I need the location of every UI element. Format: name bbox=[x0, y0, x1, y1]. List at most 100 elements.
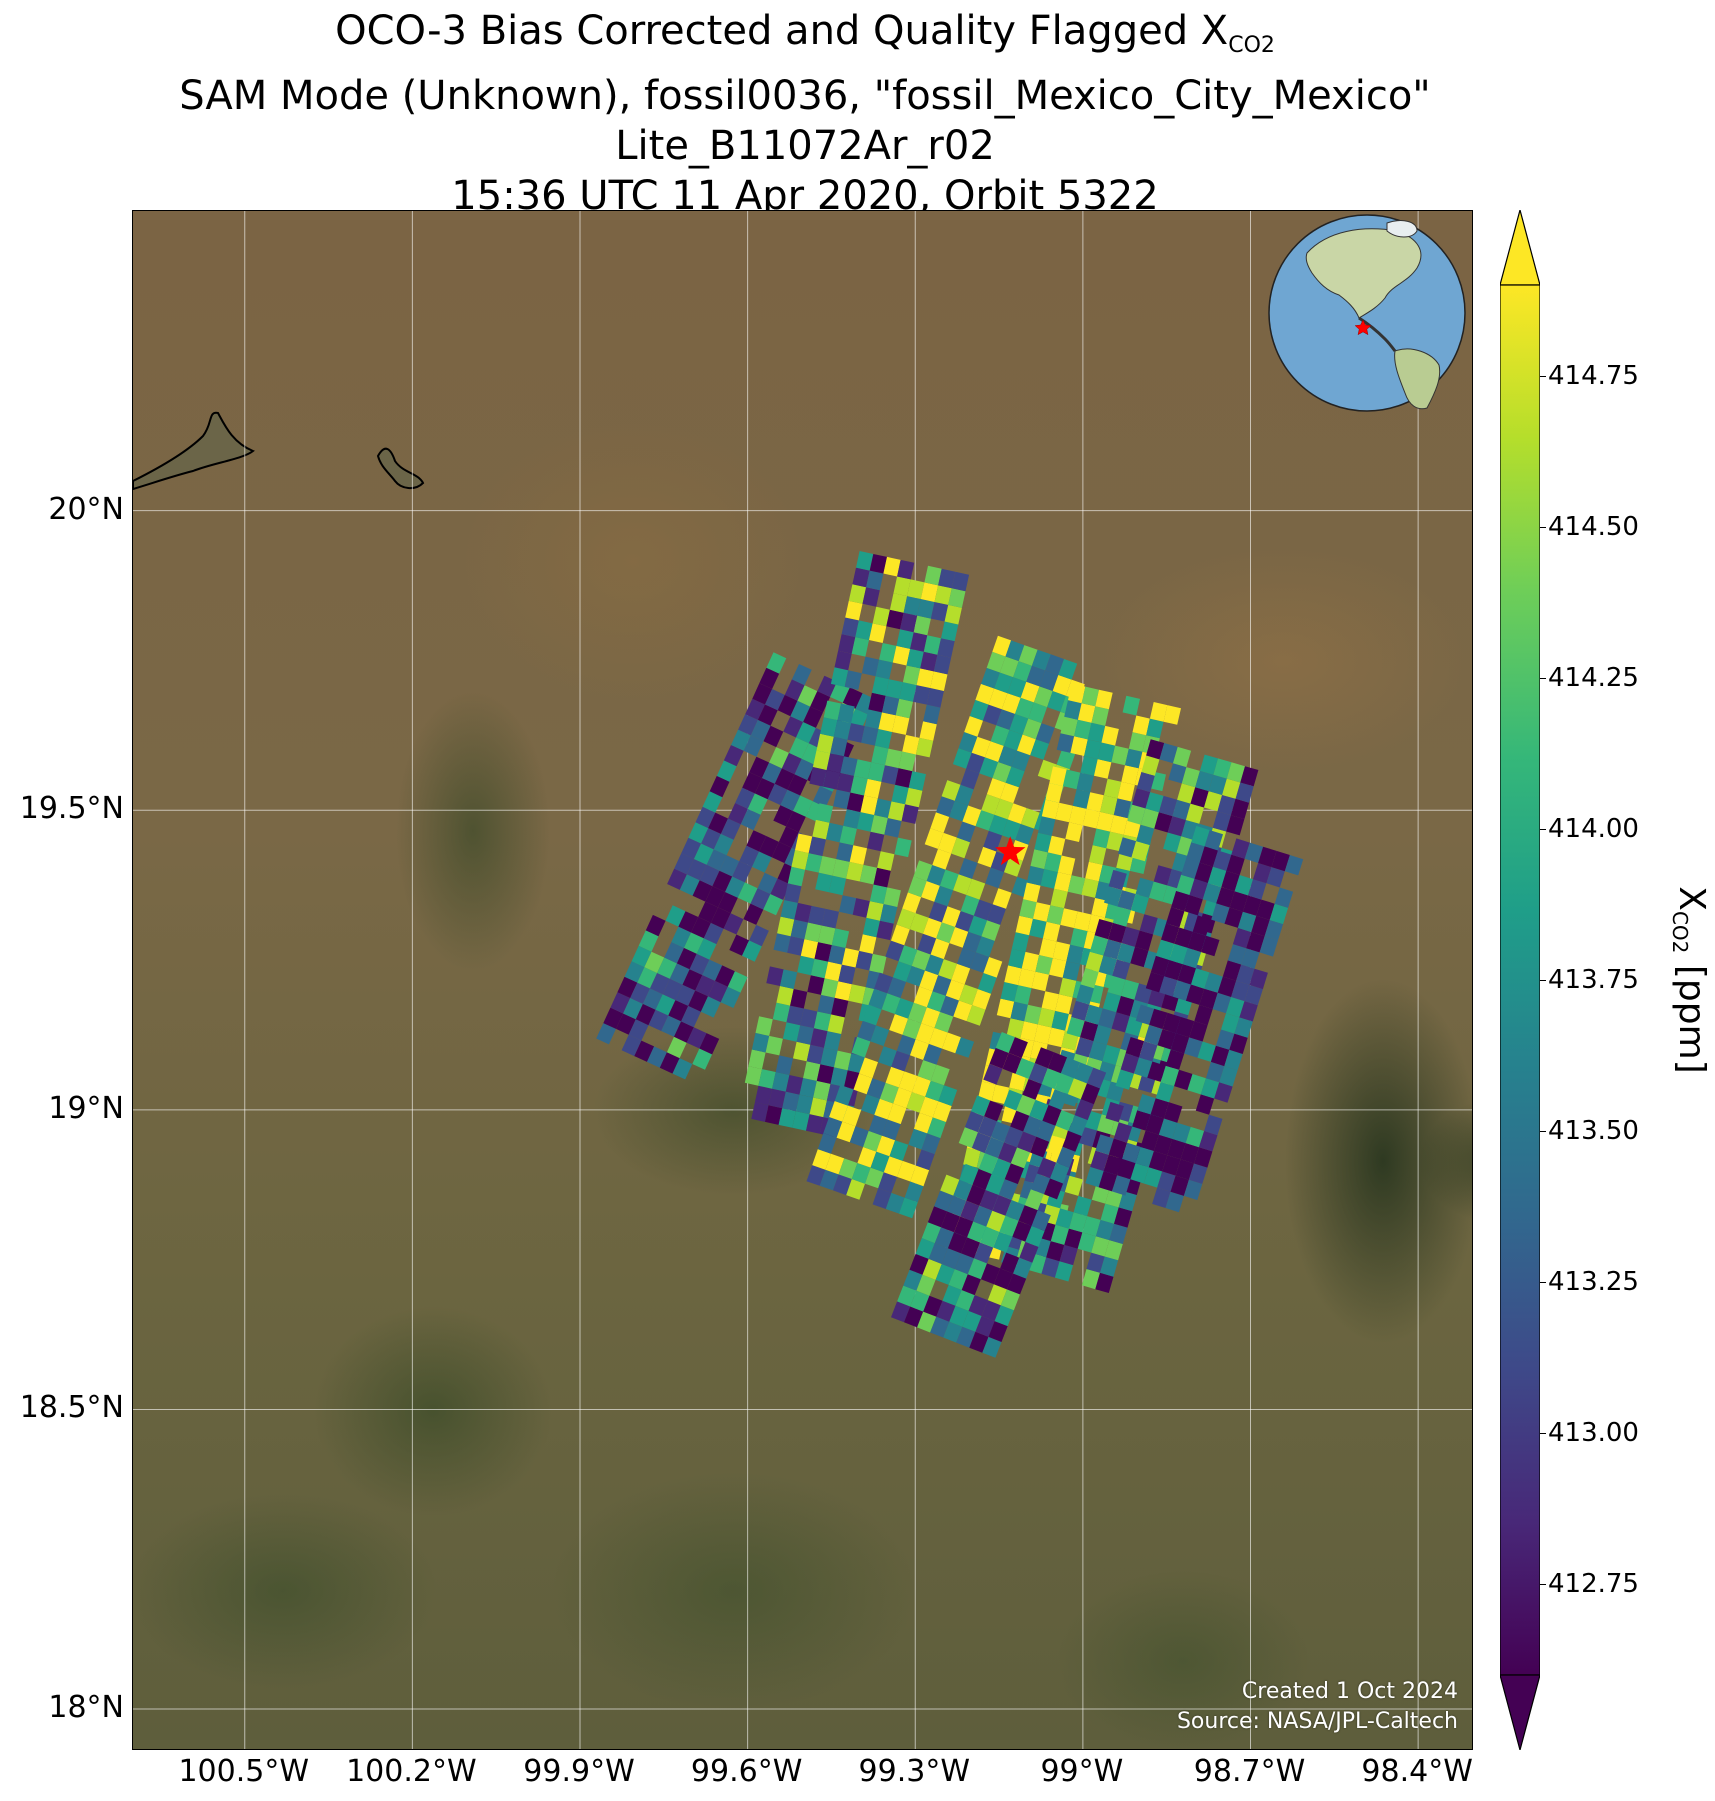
sounding-cell bbox=[932, 975, 952, 996]
sounding-cell bbox=[904, 1306, 924, 1328]
sounding-cell bbox=[958, 858, 978, 879]
sounding-cell bbox=[794, 902, 812, 923]
sounding-cell bbox=[1082, 1216, 1101, 1237]
sounding-cell bbox=[991, 1158, 1011, 1180]
sounding-cell bbox=[960, 768, 980, 790]
sounding-cell bbox=[1194, 862, 1213, 883]
sounding-cell bbox=[776, 986, 794, 1006]
sounding-cell bbox=[930, 602, 949, 622]
sounding-cell bbox=[939, 869, 959, 891]
sounding-cell bbox=[1054, 1261, 1074, 1282]
sounding-cell bbox=[737, 882, 758, 904]
sounding-cell bbox=[1066, 1017, 1085, 1038]
sounding-cell bbox=[1080, 1083, 1100, 1105]
sounding-cell bbox=[1197, 1041, 1216, 1062]
sounding-cell bbox=[757, 704, 778, 726]
sounding-cell bbox=[887, 801, 906, 821]
sounding-cell bbox=[1187, 1074, 1206, 1095]
sounding-cell bbox=[815, 872, 833, 893]
sounding-cell bbox=[833, 789, 851, 810]
sounding-cell bbox=[966, 1184, 986, 1206]
sounding-cell bbox=[825, 1153, 845, 1175]
sounding-cell bbox=[1241, 948, 1260, 969]
sounding-cell bbox=[885, 679, 903, 699]
sounding-cell bbox=[1139, 1041, 1158, 1062]
sounding-cell bbox=[848, 984, 866, 1004]
sounding-cell bbox=[1231, 980, 1250, 1002]
sounding-cell bbox=[833, 1174, 852, 1196]
sounding-cell bbox=[1175, 1159, 1194, 1180]
sounding-cell bbox=[874, 798, 892, 818]
sounding-cell bbox=[765, 689, 785, 711]
sounding-cell bbox=[971, 1095, 991, 1117]
sounding-cell bbox=[911, 949, 931, 971]
sounding-cell bbox=[703, 922, 724, 945]
sounding-cell bbox=[1172, 799, 1191, 820]
sounding-cell bbox=[657, 957, 677, 979]
sounding-cell bbox=[1037, 1157, 1057, 1179]
sounding-cell bbox=[1116, 995, 1135, 1017]
sounding-cell bbox=[695, 975, 716, 997]
sounding-cell bbox=[1062, 769, 1081, 790]
sounding-cell bbox=[1136, 771, 1155, 793]
sounding-cell bbox=[1015, 915, 1033, 936]
sounding-cell bbox=[1212, 811, 1231, 832]
sounding-cell bbox=[983, 1063, 1003, 1085]
sounding-cell bbox=[851, 637, 869, 657]
sounding-cell bbox=[817, 994, 835, 1015]
sounding-cell bbox=[967, 1258, 987, 1280]
sounding-cell bbox=[956, 1326, 976, 1348]
lon-tick-label: 99.9°W bbox=[523, 1754, 635, 1789]
sounding-cell bbox=[669, 963, 690, 985]
sounding-cell bbox=[951, 963, 971, 985]
sounding-cell bbox=[681, 1005, 701, 1028]
sounding-cell bbox=[941, 780, 961, 801]
sounding-cell bbox=[1017, 1131, 1037, 1153]
sounding-cell bbox=[889, 1140, 909, 1161]
sounding-cell bbox=[1210, 1045, 1230, 1067]
sounding-cell bbox=[1057, 855, 1076, 876]
sounding-cell bbox=[782, 1022, 801, 1042]
sounding-cell bbox=[763, 725, 784, 748]
sounding-cell bbox=[869, 554, 887, 574]
sounding-cell bbox=[1028, 1063, 1048, 1084]
sounding-cell bbox=[843, 809, 861, 829]
sounding-cell bbox=[1037, 1007, 1056, 1028]
sounding-cell bbox=[757, 872, 778, 894]
sounding-cell bbox=[699, 1033, 720, 1055]
greenland-shape bbox=[1386, 220, 1418, 238]
sounding-cell bbox=[777, 694, 798, 717]
sounding-cell bbox=[812, 819, 830, 840]
sounding-cell bbox=[1073, 1195, 1092, 1217]
sounding-cell bbox=[1104, 1240, 1123, 1261]
sounding-cell bbox=[773, 933, 791, 953]
colorbar-tick-label: 413.00 bbox=[1548, 1418, 1639, 1449]
sounding-cell bbox=[682, 969, 703, 991]
sounding-cell bbox=[941, 1248, 961, 1270]
sounding-cell bbox=[671, 926, 692, 948]
sounding-cell bbox=[948, 1269, 968, 1290]
sounding-cell bbox=[917, 599, 935, 619]
sounding-cell bbox=[988, 1321, 1008, 1342]
sounding-cell bbox=[977, 846, 997, 868]
sounding-cell bbox=[846, 792, 865, 813]
sounding-cell bbox=[919, 721, 937, 741]
sounding-cell bbox=[1226, 997, 1245, 1018]
sounding-cell bbox=[1004, 965, 1022, 986]
sounding-cell bbox=[1005, 766, 1025, 788]
sounding-cell bbox=[603, 1007, 624, 1029]
sounding-cell bbox=[1047, 691, 1066, 712]
sounding-cell bbox=[695, 806, 716, 829]
sounding-cell bbox=[692, 880, 713, 902]
sounding-cell bbox=[941, 621, 959, 642]
sounding-cell bbox=[873, 867, 891, 888]
sounding-cell bbox=[919, 970, 939, 992]
sounding-cell bbox=[986, 1210, 1006, 1232]
sounding-cell bbox=[818, 925, 836, 945]
sounding-cell bbox=[1103, 1154, 1123, 1176]
sounding-cell bbox=[896, 908, 916, 930]
sounding-cell bbox=[830, 1067, 848, 1087]
colorbar-label: XCO2 [ppm] bbox=[1668, 886, 1712, 1074]
sounding-cell bbox=[1191, 825, 1210, 847]
sounding-cell bbox=[1180, 1143, 1199, 1164]
